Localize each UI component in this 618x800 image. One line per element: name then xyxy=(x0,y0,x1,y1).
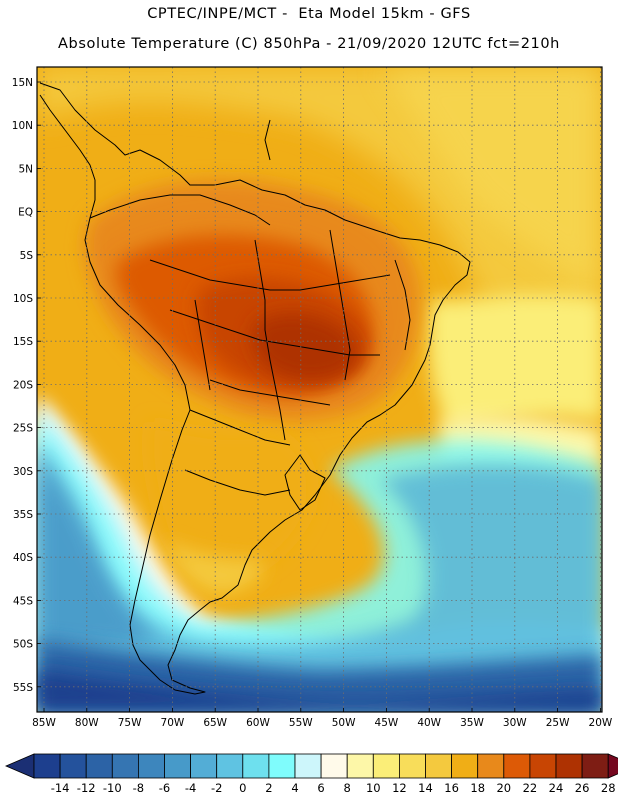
colorbar-swatch xyxy=(190,753,218,779)
colorbar-overflow-arrow xyxy=(607,753,618,779)
latitude-label: EQ xyxy=(18,207,33,219)
longitude-label: 85W xyxy=(32,717,56,729)
colorbar-label: 2 xyxy=(265,781,272,795)
colorbar-label: -2 xyxy=(211,781,222,795)
longitude-label: 35W xyxy=(460,717,484,729)
latitude-label: 30S xyxy=(13,466,33,478)
longitude-label: 40W xyxy=(417,717,441,729)
longitude-label: 60W xyxy=(246,717,270,729)
colorbar-swatch xyxy=(294,753,322,779)
colorbar-label: 12 xyxy=(392,781,407,795)
latitude-label: 5S xyxy=(20,250,34,262)
latitude-label: 35S xyxy=(13,509,33,521)
latitude-label: 10N xyxy=(12,120,33,132)
longitude-label: 70W xyxy=(161,717,185,729)
coastline-outline xyxy=(39,82,471,695)
map-title-line-1: CPTEC/INPE/MCT - Eta Model 15km - GFS xyxy=(147,6,471,22)
latitude-label: 40S xyxy=(13,552,33,564)
colorbar-swatch xyxy=(581,753,609,779)
map-title-line-2: Absolute Temperature (C) 850hPa - 21/09/… xyxy=(58,36,560,52)
colorbar-swatch xyxy=(242,753,270,779)
colorbar-label: 28 xyxy=(601,781,616,795)
longitude-label: 55W xyxy=(289,717,313,729)
colorbar-swatch xyxy=(85,753,113,779)
longitude-label: 25W xyxy=(546,717,570,729)
colorbar-swatch xyxy=(555,753,583,779)
map-frame xyxy=(36,66,603,713)
colorbar-label: 18 xyxy=(470,781,485,795)
colorbar-swatch xyxy=(111,753,139,779)
colorbar-swatch xyxy=(59,753,87,779)
colorbar-label: 26 xyxy=(575,781,590,795)
graticule xyxy=(37,67,602,712)
latitude-label: 20S xyxy=(13,379,33,391)
colorbar-swatch xyxy=(372,753,400,779)
latitude-label: 55S xyxy=(13,682,33,694)
latitude-label: 45S xyxy=(13,595,33,607)
colorbar-label: -12 xyxy=(77,781,96,795)
colorbar-label: 20 xyxy=(496,781,511,795)
colorbar-swatch xyxy=(425,753,453,779)
colorbar-swatch xyxy=(346,753,374,779)
colorbar-label: 10 xyxy=(366,781,381,795)
colorbar-label: 0 xyxy=(239,781,246,795)
colorbar-swatch xyxy=(137,753,165,779)
colorbar-label: -14 xyxy=(51,781,70,795)
colorbar-swatch xyxy=(33,753,61,779)
latitude-labels: 15N 10N 5N EQ 5S 10S 15S 20S 25S 30S 35S 40S 45S 50S 5… xyxy=(12,77,34,694)
colorbar-label: -6 xyxy=(159,781,170,795)
temperature-field xyxy=(37,67,602,712)
colorbar-swatch xyxy=(398,753,426,779)
colorbar-swatch xyxy=(451,753,479,779)
colorbar-swatch xyxy=(477,753,505,779)
colorbar-underflow-arrow xyxy=(4,753,35,779)
longitude-label: 75W xyxy=(118,717,142,729)
colorbar-swatch xyxy=(503,753,531,779)
colorbar-label: 8 xyxy=(344,781,351,795)
longitude-label: 50W xyxy=(332,717,356,729)
colorbar-label: -8 xyxy=(133,781,144,795)
longitude-label: 20W xyxy=(589,717,613,729)
colorbar-swatch xyxy=(529,753,557,779)
colorbar-label: 22 xyxy=(523,781,538,795)
latitude-label: 5N xyxy=(18,163,33,175)
latitude-label: 25S xyxy=(13,423,33,435)
colorbar-swatch xyxy=(164,753,192,779)
latitude-label: 15S xyxy=(13,336,33,348)
colorbar-label: -10 xyxy=(103,781,122,795)
colorbar-swatch xyxy=(216,753,244,779)
colorbar-swatch xyxy=(320,753,348,779)
longitude-label: 30W xyxy=(503,717,527,729)
colorbar-label: 16 xyxy=(444,781,459,795)
color-scale-legend: -14 -12 -10 -8 -6 -4 -2 0 2 4 6 8 10 12 14 16 18 20 22 24 26… xyxy=(4,753,618,795)
longitude-label: 45W xyxy=(375,717,399,729)
longitude-label: 65W xyxy=(203,717,227,729)
longitude-labels: 85W 80W 75W 70W 65W 60W 55W 50W 45W 40W 35W 30W 25W 2… xyxy=(32,717,613,729)
latitude-label: 10S xyxy=(13,293,33,305)
colorbar-label: 6 xyxy=(317,781,324,795)
latitude-label: 50S xyxy=(13,639,33,651)
colorbar-label: -4 xyxy=(185,781,196,795)
colorbar-label: 14 xyxy=(418,781,433,795)
colorbar-label: 24 xyxy=(549,781,564,795)
longitude-label: 80W xyxy=(75,717,99,729)
colorbar-swatch xyxy=(268,753,296,779)
latitude-label: 15N xyxy=(12,77,33,89)
colorbar-label: 4 xyxy=(291,781,298,795)
